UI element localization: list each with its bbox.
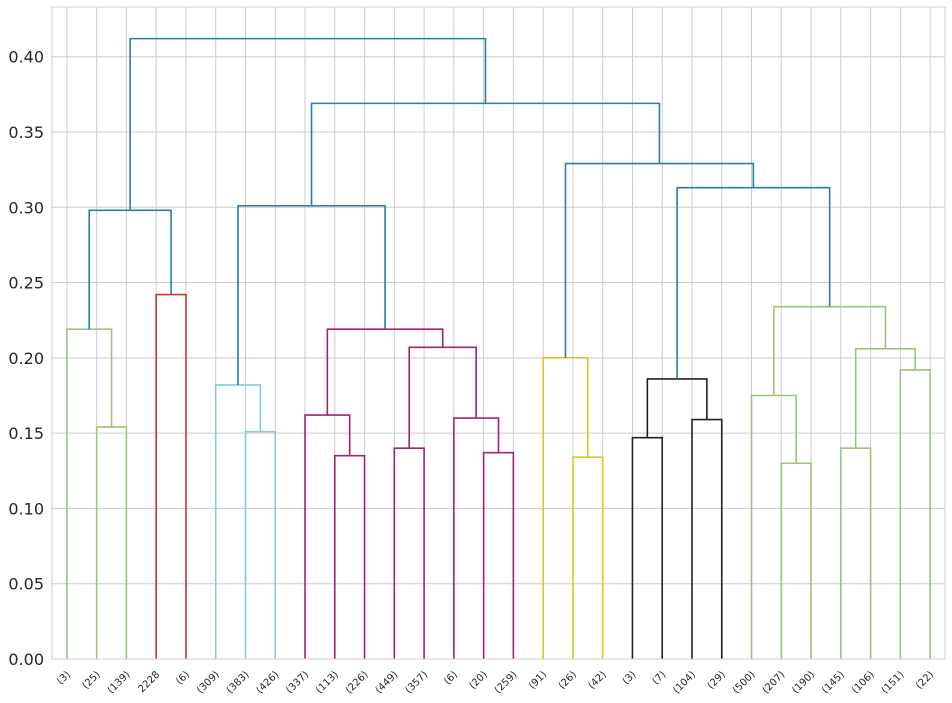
dendrogram-link xyxy=(214,384,262,659)
dendrogram-link xyxy=(453,417,500,659)
dendrogram-link xyxy=(631,436,664,659)
y-tick-label: 0.10 xyxy=(8,499,44,518)
leaf-label: (6) xyxy=(174,669,192,687)
leaf-label: (6) xyxy=(442,669,460,687)
leaf-label: (113) xyxy=(314,669,341,696)
dendrogram-link xyxy=(691,418,723,659)
leaf-label: (3) xyxy=(621,669,639,687)
y-tick-label: 0.25 xyxy=(8,274,44,293)
leaf-label: (42) xyxy=(587,669,609,691)
y-tick-label: 0.30 xyxy=(8,198,44,217)
y-tick-label: 0.40 xyxy=(8,48,44,67)
dendrogram-link xyxy=(95,426,128,659)
leaf-label: (22) xyxy=(914,669,936,691)
leaf-label: (145) xyxy=(820,669,847,696)
leaf-label: (91) xyxy=(527,669,549,691)
leaf-label: (104) xyxy=(671,669,698,696)
dendrogram-link xyxy=(310,102,661,206)
dendrogram-link xyxy=(333,454,366,659)
y-tick-label: 0.05 xyxy=(8,575,44,594)
dendrogram-link xyxy=(393,447,425,659)
dendrogram-link xyxy=(304,414,351,659)
leaf-label: (449) xyxy=(374,669,401,696)
dendrogram-link xyxy=(773,305,887,396)
dendrogram-links xyxy=(66,37,931,659)
dendrogram-link xyxy=(129,37,487,211)
leaf-label: (259) xyxy=(493,669,520,696)
dendrogram-link xyxy=(572,456,604,659)
y-tick-label: 0.35 xyxy=(8,123,44,142)
y-tick-label: 0.20 xyxy=(8,349,44,368)
plot-frame xyxy=(51,6,946,660)
leaf-label: (383) xyxy=(225,669,252,696)
dendrogram-link xyxy=(482,451,515,659)
dendrogram-link xyxy=(899,369,931,659)
leaf-label: (7) xyxy=(651,669,669,687)
leaf-label: (29) xyxy=(706,669,728,691)
dendrogram-link xyxy=(66,328,113,659)
leaf-label: (500) xyxy=(731,669,758,696)
leaf-label: (426) xyxy=(255,669,282,696)
leaf-label: (226) xyxy=(344,669,371,696)
y-tick-label: 0.15 xyxy=(8,424,44,443)
dendrogram-link xyxy=(408,346,477,449)
dendrogram-link xyxy=(840,447,872,659)
leaf-label: (25) xyxy=(80,669,102,691)
leaf-label: (26) xyxy=(557,669,579,691)
leaf-label: (309) xyxy=(195,669,222,696)
dendrogram-link xyxy=(854,348,917,449)
y-axis-ticks: 0.00 0.05 0.10 0.15 0.20 0.25 0.30 0.35 0.40 xyxy=(8,48,44,669)
dendrogram-link xyxy=(646,378,708,438)
dendrogram-link xyxy=(155,293,187,659)
leaf-label: (20) xyxy=(467,669,489,691)
leaf-label: (207) xyxy=(761,669,788,696)
leaf-label: (357) xyxy=(403,669,430,696)
x-axis-ticks: (3) (25) (139) 2228 (6) (309) (383) (426) (337)(… xyxy=(55,669,936,696)
dendrogram-link xyxy=(750,394,797,659)
leaf-label: (139) xyxy=(106,669,133,696)
y-tick-label: 0.00 xyxy=(8,650,44,669)
dendrogram-link xyxy=(676,186,831,379)
dendrogram-link xyxy=(244,430,277,659)
leaf-label: (190) xyxy=(790,669,817,696)
leaf-label: (151) xyxy=(880,669,907,696)
dendrogram-link xyxy=(780,462,812,659)
leaf-label: (106) xyxy=(850,669,877,696)
dendrogram-link xyxy=(88,209,172,330)
dendrogram-link xyxy=(326,328,444,416)
leaf-label: (337) xyxy=(284,669,311,696)
leaf-label: 2228 xyxy=(137,669,163,695)
leaf-label: (3) xyxy=(55,669,73,687)
dendrogram-link xyxy=(564,162,755,358)
